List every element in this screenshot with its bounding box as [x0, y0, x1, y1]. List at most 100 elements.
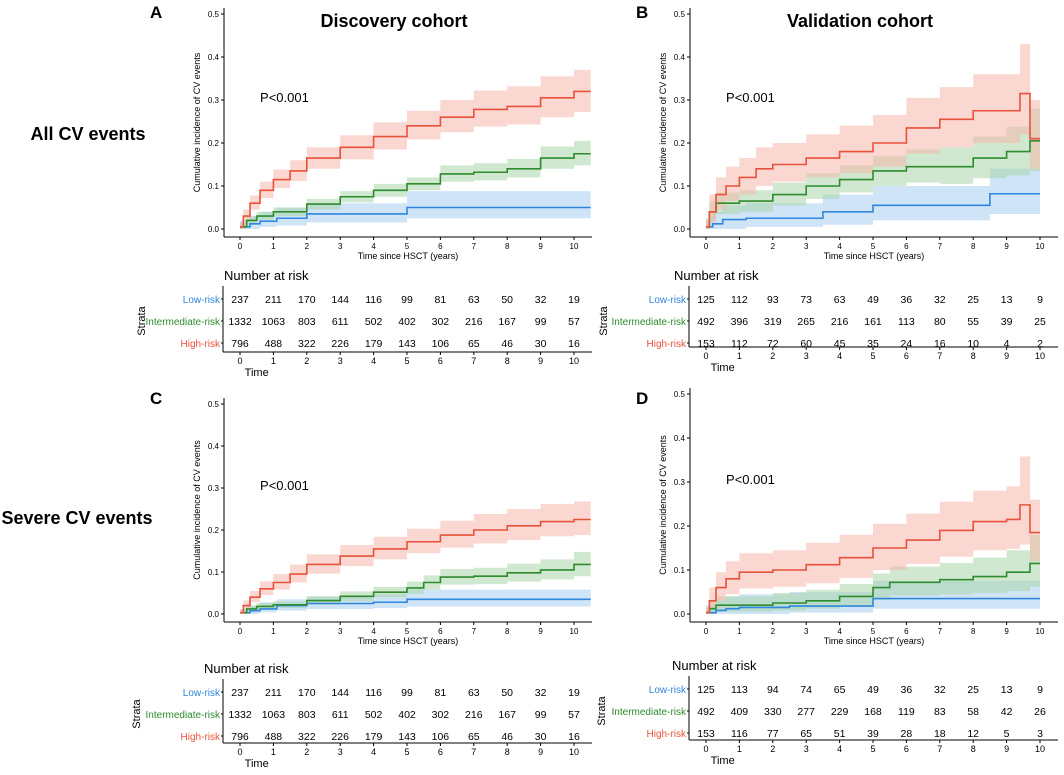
y-tick-label: 0.4 — [674, 53, 686, 62]
x-tick-label: 0 — [238, 627, 243, 636]
risk-count-low-risk: 32 — [934, 294, 946, 306]
y-tick-label: 0.2 — [674, 522, 686, 531]
x-tick-label: 5 — [405, 242, 410, 251]
risk-count-intermediate-risk: 42 — [1001, 706, 1013, 718]
risk-count-low-risk: 237 — [231, 687, 249, 699]
risk-count-intermediate-risk: 57 — [568, 709, 580, 721]
risk-row-label-low-risk: Low-risk — [649, 685, 687, 696]
ci-band-intermediate-risk — [240, 140, 591, 229]
x-tick-label: 10 — [1036, 242, 1045, 251]
risk-count-low-risk: 13 — [1001, 294, 1013, 306]
risk-count-low-risk: 65 — [834, 684, 846, 696]
risk-table-time-label: 10 — [569, 356, 579, 366]
risk-count-high-risk: 796 — [231, 731, 249, 743]
risk-count-intermediate-risk: 302 — [432, 316, 450, 328]
risk-count-low-risk: 19 — [568, 687, 580, 699]
y-tick-label: 0.2 — [208, 526, 220, 535]
risk-table-time-label: 7 — [937, 351, 942, 361]
risk-row-label-high-risk: High-risk — [181, 339, 221, 350]
y-axis-label: Cumulative incidence of CV events — [192, 440, 202, 580]
x-tick-label: 7 — [938, 242, 943, 251]
risk-table-time-label: 4 — [837, 744, 842, 754]
y-tick-label: 0.4 — [208, 442, 220, 451]
risk-table-time-label: 4 — [837, 351, 842, 361]
x-tick-label: 1 — [271, 242, 276, 251]
risk-count-low-risk: 74 — [800, 684, 812, 696]
risk-count-low-risk: 211 — [265, 687, 282, 699]
risk-table-time-label: 10 — [1035, 351, 1045, 361]
risk-count-low-risk: 237 — [231, 294, 249, 306]
risk-count-intermediate-risk: 409 — [731, 706, 749, 718]
x-tick-label: 8 — [971, 242, 976, 251]
risk-count-high-risk: 2 — [1037, 338, 1043, 350]
curve-intermediate-risk — [240, 563, 591, 614]
x-tick-label: 1 — [737, 627, 742, 636]
risk-row-label-high-risk: High-risk — [181, 732, 221, 743]
y-axis-label: Cumulative incidence of CV events — [192, 52, 202, 192]
x-tick-label: 9 — [1004, 242, 1009, 251]
risk-count-intermediate-risk: 167 — [498, 316, 516, 328]
risk-count-low-risk: 63 — [834, 294, 846, 306]
y-tick-label: 0.5 — [208, 400, 220, 409]
risk-count-intermediate-risk: 492 — [697, 316, 715, 328]
curve-intermediate-risk — [240, 152, 591, 228]
risk-count-high-risk: 488 — [265, 338, 283, 350]
risk-count-high-risk: 153 — [697, 728, 715, 740]
x-tick-label: 3 — [338, 627, 343, 636]
risk-count-low-risk: 116 — [365, 687, 382, 699]
risk-count-high-risk: 179 — [365, 338, 383, 350]
risk-count-high-risk: 143 — [398, 338, 416, 350]
p-value-annotation: P<0.001 — [726, 90, 775, 105]
risk-table-time-label: 10 — [569, 747, 579, 757]
ci-band-low-risk — [240, 589, 591, 614]
x-tick-label: 2 — [305, 242, 310, 251]
risk-table-time-label: 5 — [870, 351, 875, 361]
x-tick-label: 8 — [505, 242, 510, 251]
risk-count-high-risk: 112 — [731, 338, 748, 350]
x-tick-label: 9 — [1004, 627, 1009, 636]
y-tick-label: 0.1 — [674, 182, 686, 191]
risk-count-intermediate-risk: 25 — [1034, 316, 1046, 328]
risk-count-high-risk: 77 — [767, 728, 779, 740]
x-tick-label: 8 — [971, 627, 976, 636]
x-tick-label: 2 — [771, 242, 776, 251]
risk-count-high-risk: 322 — [298, 731, 316, 743]
risk-count-intermediate-risk: 502 — [365, 316, 383, 328]
risk-count-intermediate-risk: 99 — [535, 709, 547, 721]
p-value-annotation: P<0.001 — [726, 472, 775, 487]
risk-count-low-risk: 9 — [1037, 294, 1043, 306]
risk-count-high-risk: 30 — [535, 338, 547, 350]
risk-table-time-label: 3 — [804, 744, 809, 754]
risk-table-title: Number at risk — [672, 658, 757, 673]
p-value-annotation: P<0.001 — [260, 90, 309, 105]
risk-count-high-risk: 35 — [867, 338, 879, 350]
risk-table-time-label: 5 — [404, 356, 409, 366]
risk-count-low-risk: 13 — [1001, 684, 1013, 696]
risk-count-high-risk: 16 — [568, 338, 580, 350]
risk-count-intermediate-risk: 216 — [465, 316, 483, 328]
risk-count-intermediate-risk: 57 — [568, 316, 580, 328]
risk-count-low-risk: 99 — [401, 687, 413, 699]
x-tick-label: 4 — [837, 627, 842, 636]
panel-letter-a: A — [150, 3, 162, 22]
risk-count-high-risk: 488 — [265, 731, 283, 743]
risk-count-low-risk: 112 — [731, 294, 748, 306]
risk-table-time-label: 7 — [937, 744, 942, 754]
risk-count-low-risk: 49 — [867, 684, 879, 696]
risk-row-label-high-risk: High-risk — [647, 729, 687, 740]
x-tick-label: 2 — [771, 627, 776, 636]
risk-count-high-risk: 16 — [568, 731, 580, 743]
y-tick-label: 0.3 — [208, 484, 220, 493]
row-title-severe-cv-events: Severe CV events — [1, 508, 152, 528]
y-tick-label: 0.3 — [674, 96, 686, 105]
curve-low-risk — [706, 192, 1040, 228]
risk-table-strata-label: Strata — [598, 305, 610, 335]
risk-table-time-label: 2 — [770, 744, 775, 754]
risk-count-intermediate-risk: 161 — [864, 316, 882, 328]
risk-count-high-risk: 226 — [331, 731, 349, 743]
risk-count-high-risk: 16 — [934, 338, 946, 350]
risk-count-intermediate-risk: 319 — [764, 316, 782, 328]
risk-table-time-label: 1 — [737, 744, 742, 754]
